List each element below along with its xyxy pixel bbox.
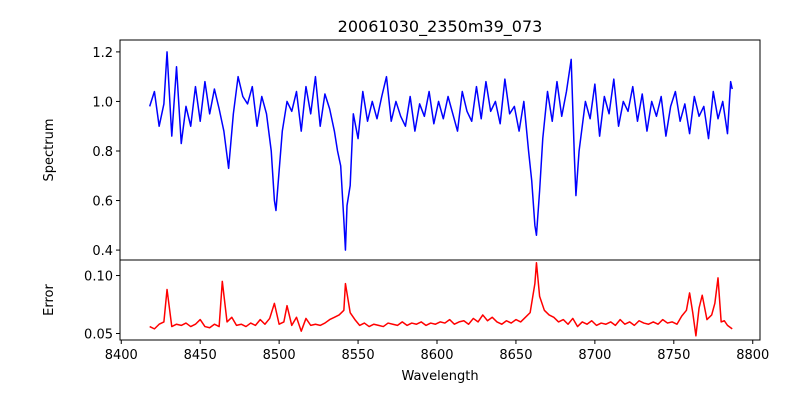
spectrum-y-tick-label: 1.2 [92, 46, 113, 61]
error-y-axis-label: Error [42, 284, 57, 316]
error-y-tick-label: 0.05 [84, 328, 113, 343]
x-tick-label: 8600 [420, 348, 453, 363]
error-y-tick-label: 0.10 [84, 270, 113, 285]
spectrum-y-tick-label: 1.0 [92, 95, 113, 110]
x-axis-label: Wavelength [401, 369, 478, 384]
x-tick-label: 8450 [184, 348, 217, 363]
error-axes-frame [119, 259, 761, 341]
spectrum-y-tick-label: 0.6 [92, 195, 113, 210]
x-tick-label: 8700 [578, 348, 611, 363]
x-tick-label: 8400 [105, 348, 138, 363]
spectrum-series-line [148, 51, 733, 251]
chart-title: 20061030_2350m39_073 [338, 17, 543, 37]
x-tick-label: 8800 [736, 348, 769, 363]
x-tick-label: 8750 [657, 348, 690, 363]
x-tick-label: 8550 [342, 348, 375, 363]
spectrum-y-axis-label: Spectrum [42, 119, 57, 182]
x-tick-label: 8500 [263, 348, 296, 363]
x-tick-label: 8650 [499, 348, 532, 363]
spectrum-y-tick-label: 0.4 [92, 244, 113, 259]
spectrum-y-tick-label: 0.8 [92, 145, 113, 160]
error-series-line [149, 262, 733, 337]
